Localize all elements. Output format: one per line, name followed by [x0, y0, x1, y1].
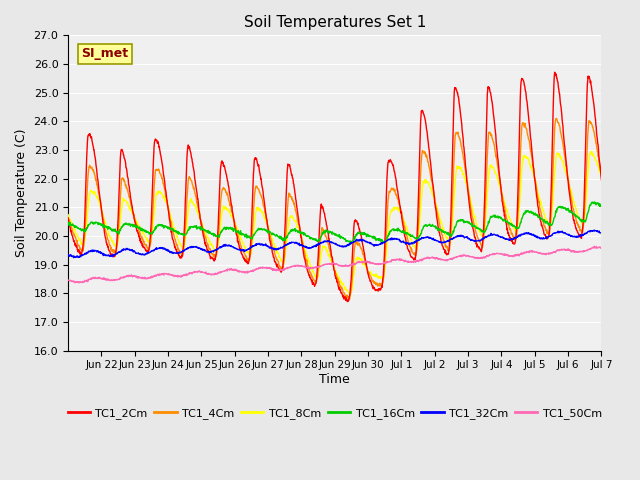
TC1_2Cm	[243, 258, 250, 264]
TC1_16Cm	[418, 228, 426, 234]
TC1_32Cm	[170, 250, 178, 255]
Line: TC1_2Cm: TC1_2Cm	[68, 72, 602, 301]
TC1_2Cm	[170, 240, 178, 246]
TC1_8Cm	[243, 247, 250, 253]
TC1_16Cm	[183, 230, 191, 236]
TC1_32Cm	[418, 235, 426, 240]
TC1_4Cm	[183, 199, 191, 204]
TC1_8Cm	[588, 148, 596, 154]
TC1_50Cm	[488, 252, 495, 258]
TC1_32Cm	[590, 227, 598, 233]
TC1_2Cm	[64, 215, 72, 221]
TC1_50Cm	[598, 245, 605, 251]
TC1_8Cm	[183, 223, 191, 229]
TC1_2Cm	[418, 108, 426, 114]
TC1_50Cm	[76, 280, 83, 286]
TC1_2Cm	[183, 159, 191, 165]
TC1_8Cm	[534, 191, 542, 197]
TC1_16Cm	[170, 228, 178, 234]
TC1_8Cm	[170, 225, 178, 230]
TC1_16Cm	[348, 240, 355, 246]
Line: TC1_50Cm: TC1_50Cm	[68, 246, 602, 283]
TC1_4Cm	[598, 174, 605, 180]
TC1_4Cm	[488, 132, 495, 137]
TC1_4Cm	[243, 253, 250, 259]
TC1_32Cm	[534, 234, 542, 240]
TC1_32Cm	[243, 247, 251, 253]
Legend: TC1_2Cm, TC1_4Cm, TC1_8Cm, TC1_16Cm, TC1_32Cm, TC1_50Cm: TC1_2Cm, TC1_4Cm, TC1_8Cm, TC1_16Cm, TC1…	[63, 404, 606, 423]
TC1_16Cm	[488, 214, 495, 219]
TC1_8Cm	[598, 174, 605, 180]
TC1_4Cm	[534, 198, 542, 204]
TC1_8Cm	[488, 162, 495, 168]
Line: TC1_16Cm: TC1_16Cm	[68, 202, 602, 243]
TC1_8Cm	[64, 212, 72, 217]
TC1_50Cm	[183, 272, 191, 277]
TC1_4Cm	[170, 232, 178, 238]
TC1_50Cm	[64, 277, 72, 283]
TC1_32Cm	[488, 232, 495, 238]
TC1_2Cm	[534, 205, 542, 211]
TC1_32Cm	[70, 255, 77, 261]
TC1_2Cm	[598, 177, 605, 183]
TC1_2Cm	[488, 94, 495, 100]
TC1_4Cm	[418, 153, 426, 159]
Line: TC1_32Cm: TC1_32Cm	[68, 230, 602, 258]
TC1_32Cm	[64, 252, 72, 257]
TC1_2Cm	[551, 69, 559, 75]
TC1_4Cm	[346, 296, 353, 302]
Line: TC1_8Cm: TC1_8Cm	[68, 151, 602, 295]
TC1_8Cm	[418, 192, 426, 198]
Title: Soil Temperatures Set 1: Soil Temperatures Set 1	[244, 15, 426, 30]
TC1_32Cm	[183, 246, 191, 252]
TC1_16Cm	[591, 199, 598, 205]
TC1_32Cm	[598, 230, 605, 236]
TC1_16Cm	[243, 233, 250, 239]
TC1_16Cm	[534, 213, 542, 218]
TC1_16Cm	[64, 221, 72, 227]
Text: SI_met: SI_met	[81, 48, 129, 60]
TC1_50Cm	[591, 243, 598, 249]
TC1_50Cm	[534, 250, 542, 255]
Y-axis label: Soil Temperature (C): Soil Temperature (C)	[15, 129, 28, 257]
TC1_4Cm	[553, 116, 561, 121]
TC1_50Cm	[243, 269, 251, 275]
X-axis label: Time: Time	[319, 373, 350, 386]
TC1_50Cm	[170, 273, 178, 279]
TC1_4Cm	[64, 216, 72, 222]
TC1_2Cm	[344, 299, 351, 304]
TC1_8Cm	[346, 292, 354, 298]
TC1_50Cm	[418, 256, 426, 262]
Line: TC1_4Cm: TC1_4Cm	[68, 119, 602, 299]
TC1_16Cm	[598, 203, 605, 209]
